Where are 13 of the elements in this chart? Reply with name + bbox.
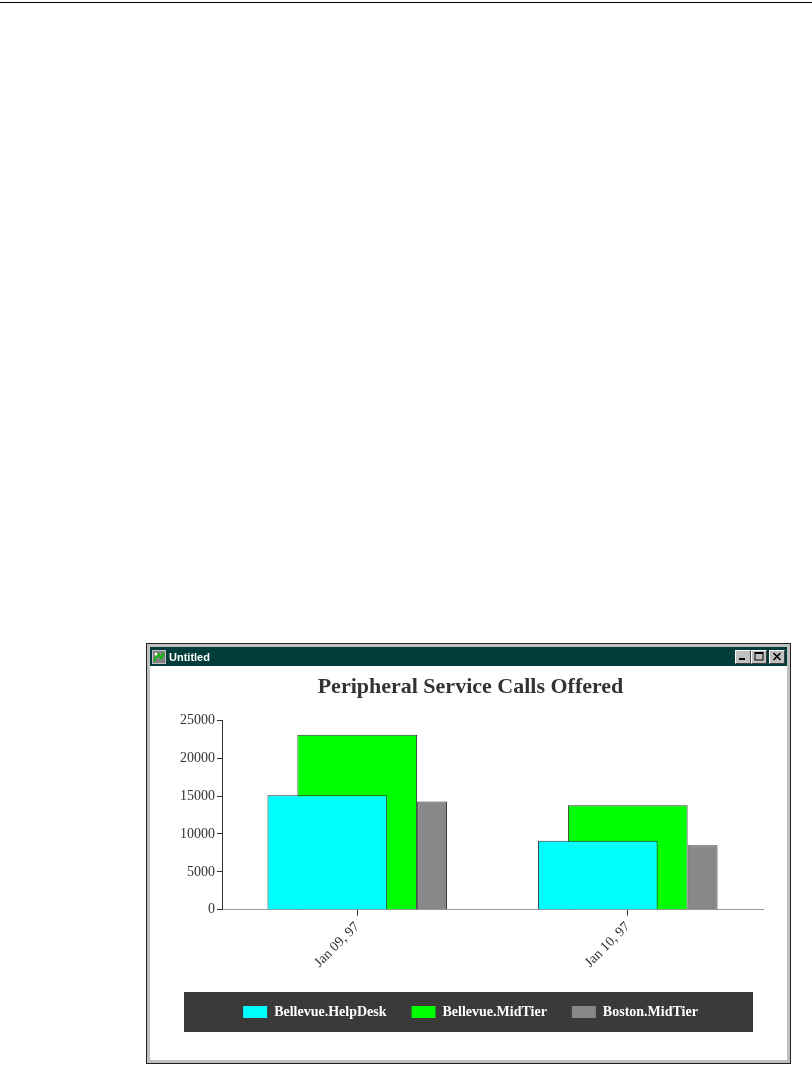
legend-label: Boston.MidTier [602, 1003, 698, 1019]
legend-label: Bellevue.MidTier [442, 1003, 547, 1019]
x-tick-label: Jan 09, 97 [310, 918, 362, 970]
x-tick-label: Jan 10, 97 [581, 918, 633, 970]
y-tick-label: 20000 [180, 749, 215, 765]
chart-title: Peripheral Service Calls Offered [317, 672, 624, 698]
legend-label: Bellevue.HelpDesk [274, 1003, 387, 1019]
y-tick-label: 0 [208, 901, 215, 917]
text: Untitled [169, 650, 210, 663]
y-tick-label: 10000 [180, 825, 215, 841]
y-tick-label: 25000 [180, 712, 215, 728]
y-tick-label: 15000 [180, 787, 215, 803]
y-tick-label: 5000 [187, 863, 215, 879]
